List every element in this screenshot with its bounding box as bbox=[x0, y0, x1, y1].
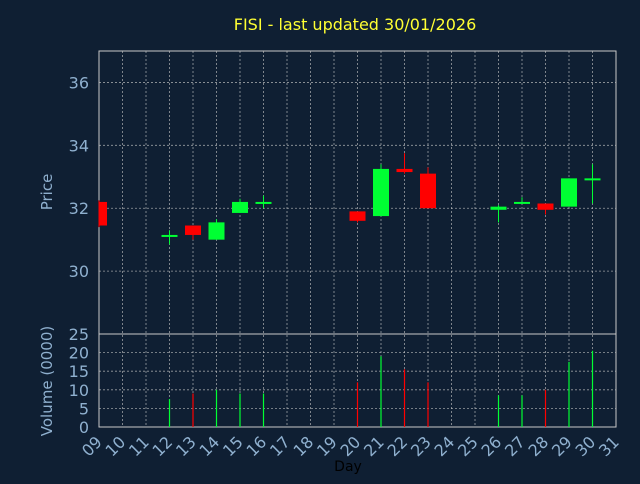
volume-bar bbox=[262, 393, 265, 427]
volume-tick-label: 0 bbox=[79, 418, 89, 437]
volume-axis-label: Volume (0000) bbox=[38, 326, 56, 436]
volume-bar bbox=[568, 361, 570, 427]
candle-body bbox=[561, 178, 577, 207]
price-tick-label: 30 bbox=[69, 262, 89, 281]
volume-bar bbox=[380, 356, 382, 427]
volume-bar bbox=[215, 389, 218, 427]
volume-bar bbox=[591, 350, 594, 427]
candle-body bbox=[208, 222, 225, 240]
volume-tick-label: 5 bbox=[79, 399, 89, 418]
candle-body bbox=[349, 211, 366, 221]
volume-bar bbox=[497, 395, 500, 427]
volume-bar bbox=[521, 395, 523, 427]
chart-title: FISI - last updated 30/01/2026 bbox=[234, 15, 477, 34]
candle-body bbox=[232, 201, 248, 213]
candle-body bbox=[99, 201, 107, 226]
candle-body bbox=[420, 173, 436, 209]
price-tick-label: 32 bbox=[69, 199, 89, 218]
candle-body bbox=[537, 203, 554, 210]
volume-bar bbox=[239, 393, 241, 427]
candle-body bbox=[396, 168, 413, 173]
volume-bar bbox=[427, 382, 429, 427]
candle-body bbox=[584, 178, 601, 181]
volume-tick-label: 20 bbox=[69, 344, 89, 363]
candle-body bbox=[373, 168, 389, 217]
volume-bar bbox=[168, 399, 171, 427]
candle-body bbox=[185, 225, 201, 235]
volume-bar bbox=[403, 369, 406, 427]
volume-bar bbox=[192, 393, 194, 427]
candle-body bbox=[490, 206, 507, 210]
candle-body bbox=[514, 201, 530, 204]
price-tick-label: 36 bbox=[69, 73, 89, 92]
volume-bar bbox=[544, 389, 547, 427]
volume-tick-label: 15 bbox=[69, 362, 89, 381]
volume-tick-label: 10 bbox=[69, 381, 89, 400]
candle-body bbox=[161, 234, 178, 237]
volume-tick-label: 25 bbox=[69, 325, 89, 344]
x-axis-label: Day bbox=[334, 459, 362, 475]
candle-body bbox=[255, 201, 272, 204]
price-axis-label: Price bbox=[38, 174, 56, 211]
volume-bar bbox=[356, 382, 359, 427]
price-tick-label: 34 bbox=[69, 136, 89, 155]
x-tick-label: 31 bbox=[595, 432, 623, 460]
